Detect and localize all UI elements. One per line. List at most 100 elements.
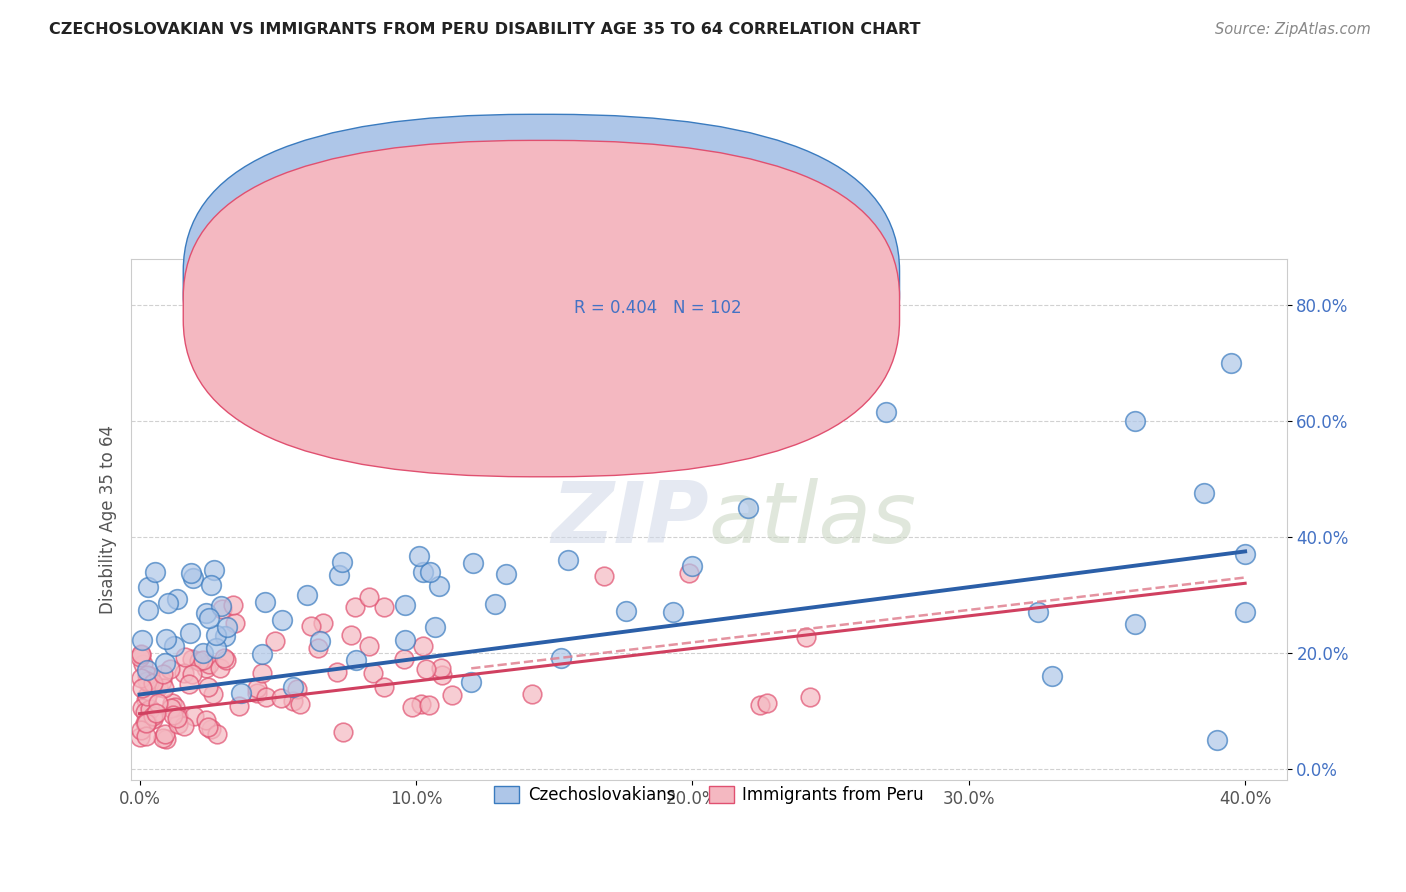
Point bbox=[134, 716, 156, 731]
Point bbox=[160, 697, 183, 711]
Point bbox=[146, 680, 169, 694]
Point bbox=[152, 666, 174, 681]
Point bbox=[136, 714, 159, 729]
Point bbox=[163, 699, 186, 714]
Point bbox=[131, 648, 153, 662]
Point bbox=[332, 724, 354, 739]
Point bbox=[131, 681, 153, 695]
Point bbox=[295, 588, 318, 602]
Point bbox=[418, 698, 440, 712]
Point bbox=[212, 650, 235, 665]
Point bbox=[460, 674, 482, 689]
Point bbox=[194, 713, 217, 727]
Point bbox=[330, 555, 353, 569]
Point bbox=[136, 674, 159, 689]
Point bbox=[250, 665, 273, 680]
Point bbox=[409, 697, 432, 711]
Point bbox=[270, 613, 292, 627]
Point bbox=[254, 690, 277, 705]
Point bbox=[166, 711, 188, 725]
Point bbox=[193, 646, 215, 660]
Point bbox=[415, 662, 437, 676]
Point bbox=[146, 696, 169, 710]
Point bbox=[270, 690, 292, 705]
Point bbox=[142, 708, 165, 723]
Point bbox=[205, 641, 228, 656]
Point bbox=[495, 567, 517, 582]
Point bbox=[441, 689, 464, 703]
Point bbox=[135, 729, 157, 743]
Point bbox=[325, 665, 347, 679]
Text: R = 0.380   N =  60: R = 0.380 N = 60 bbox=[574, 273, 735, 292]
Point bbox=[129, 723, 152, 738]
Point bbox=[134, 705, 156, 719]
Point bbox=[155, 731, 177, 746]
Point bbox=[430, 661, 453, 675]
Point bbox=[614, 604, 637, 618]
Point bbox=[394, 598, 416, 612]
Point bbox=[129, 671, 152, 685]
Point bbox=[408, 549, 430, 563]
Text: ZIP: ZIP bbox=[551, 478, 709, 561]
Point bbox=[412, 639, 434, 653]
Point bbox=[214, 629, 236, 643]
Point bbox=[217, 619, 239, 633]
Point bbox=[246, 681, 269, 695]
Point bbox=[135, 716, 157, 731]
Point bbox=[593, 569, 616, 583]
Point bbox=[157, 596, 180, 610]
Point bbox=[187, 654, 209, 668]
Point bbox=[200, 723, 222, 737]
Point bbox=[202, 563, 225, 577]
Point bbox=[194, 660, 217, 674]
Point bbox=[155, 726, 177, 740]
Point bbox=[681, 558, 703, 573]
Point bbox=[160, 700, 183, 714]
Point bbox=[875, 405, 897, 419]
Point bbox=[281, 680, 304, 694]
Point bbox=[288, 697, 311, 711]
Text: R = 0.404   N = 102: R = 0.404 N = 102 bbox=[574, 300, 741, 318]
Point bbox=[197, 720, 219, 734]
Point bbox=[794, 630, 817, 644]
Point bbox=[143, 565, 166, 579]
Point bbox=[229, 686, 252, 700]
Point bbox=[1234, 547, 1257, 561]
Point bbox=[357, 590, 380, 604]
Point bbox=[299, 619, 322, 633]
Point bbox=[198, 657, 221, 671]
Point bbox=[181, 667, 204, 681]
Point bbox=[142, 675, 165, 690]
Point bbox=[166, 591, 188, 606]
Point bbox=[152, 731, 174, 745]
Point bbox=[201, 688, 224, 702]
Point bbox=[197, 680, 219, 694]
Point bbox=[224, 616, 246, 631]
Point bbox=[145, 706, 167, 720]
Point bbox=[1206, 732, 1229, 747]
Point bbox=[432, 667, 454, 681]
Point bbox=[129, 647, 152, 661]
FancyBboxPatch shape bbox=[183, 140, 900, 476]
Point bbox=[557, 553, 579, 567]
Point bbox=[128, 649, 150, 664]
Point bbox=[392, 652, 415, 666]
Point bbox=[136, 580, 159, 594]
Point bbox=[357, 639, 380, 653]
Point bbox=[1123, 616, 1146, 631]
Point bbox=[263, 634, 285, 648]
Legend: Czechoslovakians, Immigrants from Peru: Czechoslovakians, Immigrants from Peru bbox=[488, 780, 931, 811]
Point bbox=[344, 600, 367, 615]
Point bbox=[211, 602, 233, 616]
Point bbox=[373, 599, 395, 614]
Point bbox=[180, 566, 202, 580]
Point bbox=[136, 664, 159, 678]
Point bbox=[153, 657, 176, 671]
Point bbox=[308, 633, 330, 648]
Point bbox=[373, 681, 395, 695]
FancyBboxPatch shape bbox=[183, 114, 900, 450]
Point bbox=[311, 616, 333, 631]
Point bbox=[183, 708, 205, 723]
Point bbox=[177, 677, 200, 691]
Point bbox=[662, 606, 685, 620]
